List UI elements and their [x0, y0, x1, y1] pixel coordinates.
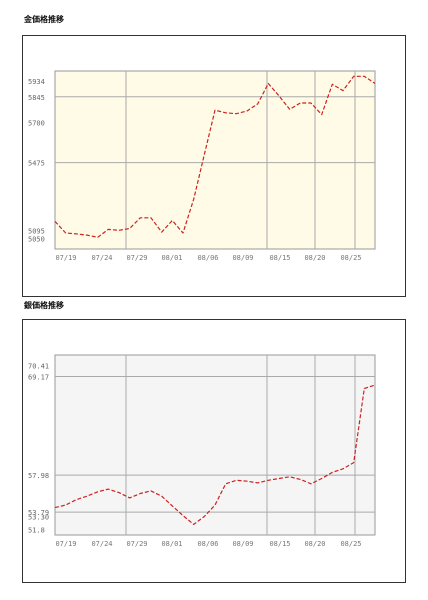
- gold-y-tick-label: 5050: [28, 235, 45, 243]
- gold-series-line: [54, 75, 376, 238]
- gold-y-tick-label: 5934: [28, 78, 45, 86]
- gold-price-chart: 5934 5845 5700 5475 5095 5050 07/19 07/24 07/29 0…: [22, 35, 406, 297]
- silver-x-tick-label: 08/25: [340, 540, 361, 548]
- gold-plot-area: [54, 70, 376, 250]
- silver-x-tick-label: 08/09: [232, 540, 253, 548]
- silver-x-tick-label: 08/20: [304, 540, 325, 548]
- gold-x-tick-label: 08/15: [269, 254, 290, 262]
- silver-x-tick-label: 07/24: [91, 540, 112, 548]
- silver-x-tick-label: 08/15: [269, 540, 290, 548]
- gold-x-tick-label: 08/25: [340, 254, 361, 262]
- silver-y-tick-label: 69.17: [28, 373, 49, 381]
- silver-price-chart: 70.41 69.17 57.98 53.79 53.30 51.8 07/19 07/24 0…: [22, 319, 406, 583]
- silver-x-tick-label: 08/01: [161, 540, 182, 548]
- silver-y-tick-label: 53.79: [28, 509, 49, 517]
- gold-y-tick-label: 5700: [28, 120, 45, 128]
- gold-y-tick-label: 5475: [28, 160, 45, 168]
- gold-x-tick-label: 08/06: [197, 254, 218, 262]
- silver-x-tick-label: 07/29: [126, 540, 147, 548]
- silver-y-tick-label: 70.41: [28, 363, 49, 371]
- gold-x-tick-label: 07/24: [91, 254, 112, 262]
- silver-x-tick-label: 08/06: [197, 540, 218, 548]
- gold-x-tick-label: 07/19: [55, 254, 76, 262]
- silver-y-tick-label: 57.98: [28, 472, 49, 480]
- gold-x-tick-label: 08/20: [304, 254, 325, 262]
- silver-y-tick-label: 53.30: [28, 513, 49, 521]
- gold-x-tick-label: 07/29: [126, 254, 147, 262]
- gold-x-tick-label: 08/09: [232, 254, 253, 262]
- silver-y-tick-label: 51.8: [28, 527, 45, 535]
- gold-price-title: 金価格推移: [24, 15, 64, 24]
- silver-plot-area: [54, 354, 376, 536]
- silver-price-title: 銀価格推移: [24, 301, 64, 310]
- gold-x-tick-label: 08/01: [161, 254, 182, 262]
- silver-x-tick-label: 07/19: [55, 540, 76, 548]
- gold-y-tick-label: 5845: [28, 94, 45, 102]
- gold-y-tick-label: 5095: [28, 227, 45, 235]
- silver-series-line: [54, 384, 376, 525]
